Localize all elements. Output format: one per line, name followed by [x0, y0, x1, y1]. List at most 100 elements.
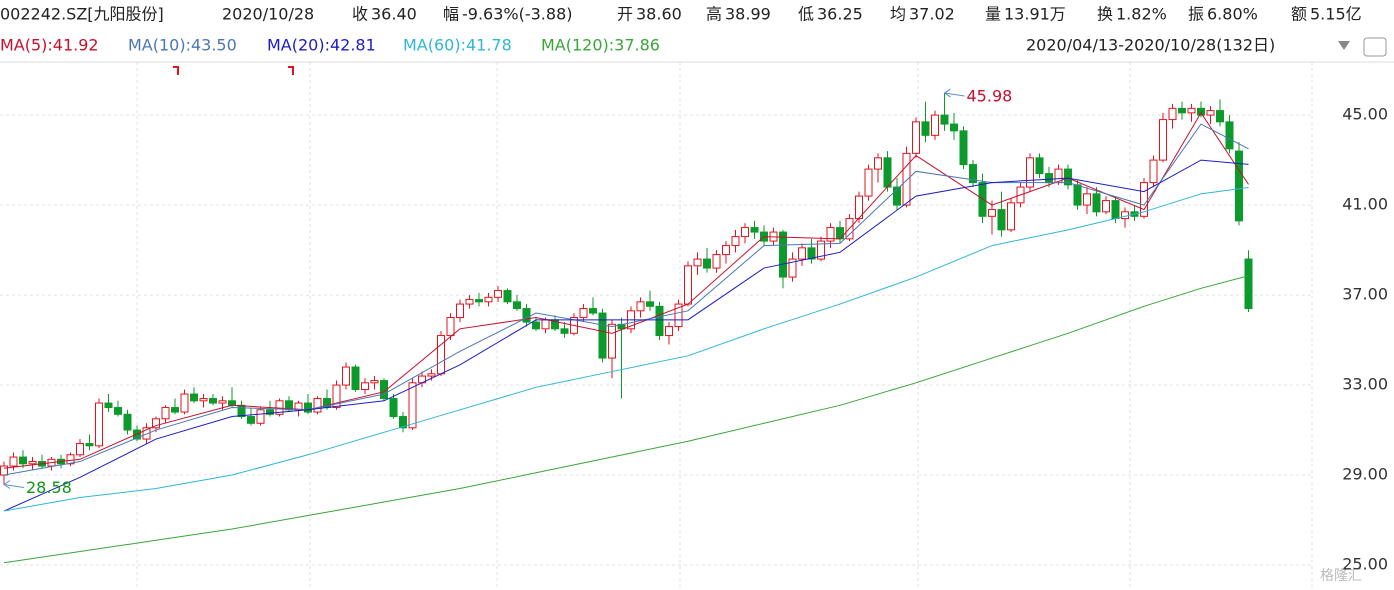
field-value: 1.82%: [1116, 5, 1167, 24]
candle-body: [741, 227, 749, 238]
candle-body: [494, 290, 502, 298]
candle-body: [798, 247, 806, 260]
field-label: 低: [798, 5, 814, 24]
candle-body: [218, 400, 227, 404]
legend-entry: MA(20):42.81: [267, 36, 376, 55]
field-value: 36.40: [371, 5, 417, 24]
candle-body: [123, 413, 132, 431]
candle-body: [1159, 119, 1167, 161]
candle-body: [1168, 107, 1177, 121]
candle-body: [0, 465, 8, 476]
ma-line: [3, 275, 1249, 564]
candle-body: [674, 303, 683, 328]
field-label: 换: [1097, 5, 1113, 24]
date-range[interactable]: 2020/04/13-2020/10/28(132日): [1026, 36, 1275, 55]
candle-body: [1235, 150, 1243, 222]
candle-body: [152, 418, 160, 429]
candle-body: [883, 157, 892, 188]
field-label: 均: [890, 5, 906, 24]
field-value: 38.99: [725, 5, 771, 24]
field-value: 36.25: [817, 5, 863, 24]
candle-body: [921, 121, 930, 136]
candle-body: [1178, 107, 1186, 114]
ma-line: [3, 187, 1249, 512]
marker: [173, 66, 179, 75]
legend-entry: MA(60):41.78: [403, 36, 512, 55]
ma-line: [3, 159, 1249, 512]
field-label: 量: [985, 5, 1001, 24]
candle-body: [731, 236, 740, 247]
dropdown[interactable]: [1338, 41, 1350, 50]
field-value: 6.80%: [1207, 5, 1258, 24]
settings-icon[interactable]: [1363, 37, 1387, 57]
field-label: 振: [1188, 5, 1204, 24]
candle-body: [589, 308, 597, 314]
candle-body: [1073, 184, 1082, 206]
candle-body: [836, 227, 844, 240]
candle-body: [370, 380, 379, 384]
field-label: 额: [1291, 5, 1307, 24]
candle-body: [807, 247, 816, 260]
candle-body: [408, 382, 417, 429]
candle-body: [171, 407, 179, 413]
candle-body: [912, 121, 920, 154]
candle-body: [1111, 200, 1120, 220]
candle-body: [969, 164, 977, 184]
candle-body: [237, 404, 246, 418]
candle-body: [513, 301, 521, 310]
candle-body: [522, 308, 531, 323]
candle-body: [1102, 200, 1110, 213]
candle-body: [750, 227, 759, 233]
marker: [288, 66, 294, 75]
candle-body: [1064, 168, 1072, 186]
candle-body: [76, 443, 84, 456]
candle-body: [389, 398, 398, 418]
candle-body: [247, 416, 255, 424]
candle-body: [684, 265, 692, 305]
candle-body: [864, 168, 873, 197]
field-value: 37.02: [909, 5, 955, 24]
candle-body: [579, 308, 588, 319]
field-value: -9.63%(-3.88): [462, 5, 572, 24]
candle-body: [19, 456, 27, 465]
candle-body: [351, 366, 360, 391]
candle-body: [665, 326, 673, 337]
candle-body: [1035, 157, 1044, 175]
annotation-arrow: [943, 88, 965, 98]
candle-body: [484, 296, 493, 303]
candle-body: [788, 258, 797, 278]
candle-body: [1083, 193, 1091, 206]
candle-body: [693, 258, 702, 267]
candle-body: [1244, 258, 1253, 310]
candle-body: [266, 409, 274, 415]
candle-body: [1197, 107, 1205, 116]
candle-body: [161, 407, 170, 420]
candle-body: [1216, 110, 1224, 123]
candle-body: [1121, 211, 1129, 220]
candle-body: [931, 114, 939, 136]
candle-body: [446, 317, 455, 337]
legend-entry: MA(120):37.86: [541, 36, 660, 55]
candle-body: [902, 152, 911, 206]
candle-body: [133, 429, 141, 440]
annotation-arrow: [3, 480, 25, 489]
candle-body: [712, 254, 721, 269]
field-label: 开: [617, 5, 633, 24]
candle-body: [560, 328, 569, 334]
candle-body: [959, 130, 968, 166]
candle-body: [304, 402, 312, 413]
candle-body: [1206, 110, 1215, 116]
candle-body: [256, 409, 265, 424]
candle-body: [997, 209, 1006, 231]
field-label: 幅: [443, 5, 459, 24]
candle-body: [655, 305, 664, 337]
candle-body: [342, 366, 350, 386]
field-label: 收: [352, 5, 368, 24]
y-tick-label: 33.00: [1342, 375, 1388, 394]
stock-name: 002242.SZ[九阳股份]: [0, 5, 164, 24]
candle-body: [9, 456, 18, 467]
candle-body: [1026, 157, 1034, 188]
candle-body: [598, 312, 607, 359]
candle-body: [826, 227, 835, 242]
